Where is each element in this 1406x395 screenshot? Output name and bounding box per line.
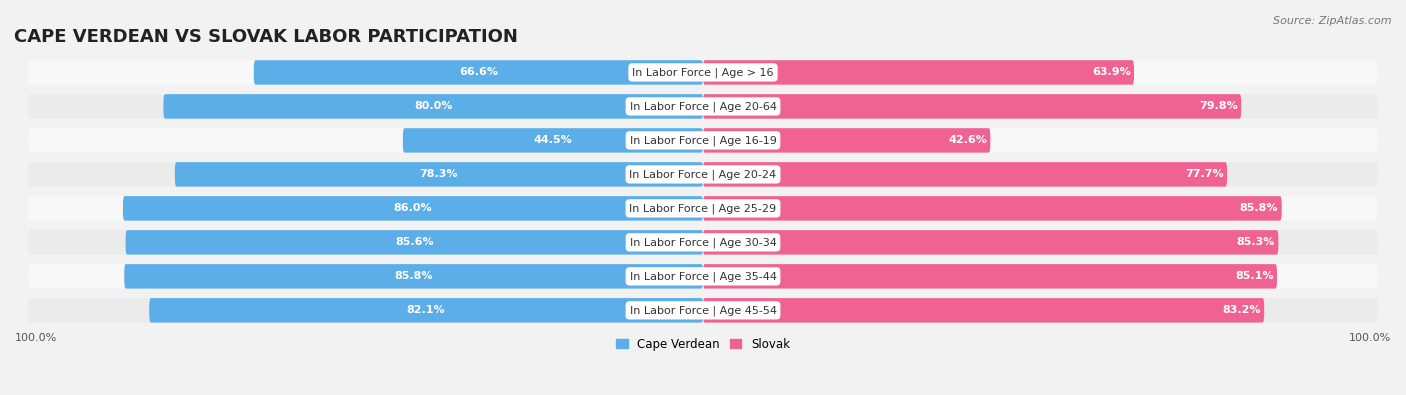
Text: In Labor Force | Age 16-19: In Labor Force | Age 16-19 bbox=[630, 135, 776, 146]
Text: 78.3%: 78.3% bbox=[419, 169, 458, 179]
Text: 85.3%: 85.3% bbox=[1237, 237, 1275, 247]
Text: 82.1%: 82.1% bbox=[406, 305, 446, 315]
FancyBboxPatch shape bbox=[124, 264, 703, 289]
FancyBboxPatch shape bbox=[28, 60, 1378, 85]
FancyBboxPatch shape bbox=[703, 196, 1282, 221]
Text: 44.5%: 44.5% bbox=[533, 135, 572, 145]
FancyBboxPatch shape bbox=[28, 94, 1378, 118]
FancyBboxPatch shape bbox=[703, 298, 1264, 323]
FancyBboxPatch shape bbox=[253, 60, 703, 85]
FancyBboxPatch shape bbox=[125, 230, 703, 255]
Text: In Labor Force | Age 20-24: In Labor Force | Age 20-24 bbox=[630, 169, 776, 180]
Text: 86.0%: 86.0% bbox=[394, 203, 432, 213]
FancyBboxPatch shape bbox=[28, 128, 1378, 152]
Text: 77.7%: 77.7% bbox=[1185, 169, 1223, 179]
FancyBboxPatch shape bbox=[122, 196, 703, 221]
FancyBboxPatch shape bbox=[149, 298, 703, 323]
Text: In Labor Force | Age 20-64: In Labor Force | Age 20-64 bbox=[630, 101, 776, 112]
Text: 42.6%: 42.6% bbox=[948, 135, 987, 145]
Text: 79.8%: 79.8% bbox=[1199, 102, 1237, 111]
Text: 85.1%: 85.1% bbox=[1234, 271, 1274, 281]
FancyBboxPatch shape bbox=[174, 162, 703, 186]
Text: CAPE VERDEAN VS SLOVAK LABOR PARTICIPATION: CAPE VERDEAN VS SLOVAK LABOR PARTICIPATI… bbox=[14, 28, 517, 46]
FancyBboxPatch shape bbox=[28, 264, 1378, 289]
FancyBboxPatch shape bbox=[703, 230, 1278, 255]
Text: 80.0%: 80.0% bbox=[413, 102, 453, 111]
FancyBboxPatch shape bbox=[28, 196, 1378, 221]
FancyBboxPatch shape bbox=[703, 94, 1241, 118]
Text: 100.0%: 100.0% bbox=[1348, 333, 1391, 343]
Text: 63.9%: 63.9% bbox=[1092, 68, 1130, 77]
FancyBboxPatch shape bbox=[163, 94, 703, 118]
Text: Source: ZipAtlas.com: Source: ZipAtlas.com bbox=[1274, 16, 1392, 26]
Text: 85.6%: 85.6% bbox=[395, 237, 433, 247]
Text: In Labor Force | Age 25-29: In Labor Force | Age 25-29 bbox=[630, 203, 776, 214]
Text: In Labor Force | Age 45-54: In Labor Force | Age 45-54 bbox=[630, 305, 776, 316]
Text: 100.0%: 100.0% bbox=[15, 333, 58, 343]
FancyBboxPatch shape bbox=[703, 128, 990, 152]
FancyBboxPatch shape bbox=[28, 162, 1378, 186]
FancyBboxPatch shape bbox=[703, 264, 1277, 289]
Text: 66.6%: 66.6% bbox=[458, 68, 498, 77]
Text: 85.8%: 85.8% bbox=[395, 271, 433, 281]
Text: 85.8%: 85.8% bbox=[1240, 203, 1278, 213]
Text: 83.2%: 83.2% bbox=[1222, 305, 1261, 315]
FancyBboxPatch shape bbox=[28, 230, 1378, 255]
FancyBboxPatch shape bbox=[703, 60, 1135, 85]
FancyBboxPatch shape bbox=[703, 162, 1227, 186]
Text: In Labor Force | Age 30-34: In Labor Force | Age 30-34 bbox=[630, 237, 776, 248]
FancyBboxPatch shape bbox=[404, 128, 703, 152]
FancyBboxPatch shape bbox=[28, 298, 1378, 323]
Text: In Labor Force | Age 35-44: In Labor Force | Age 35-44 bbox=[630, 271, 776, 282]
Text: In Labor Force | Age > 16: In Labor Force | Age > 16 bbox=[633, 67, 773, 78]
Legend: Cape Verdean, Slovak: Cape Verdean, Slovak bbox=[612, 333, 794, 355]
